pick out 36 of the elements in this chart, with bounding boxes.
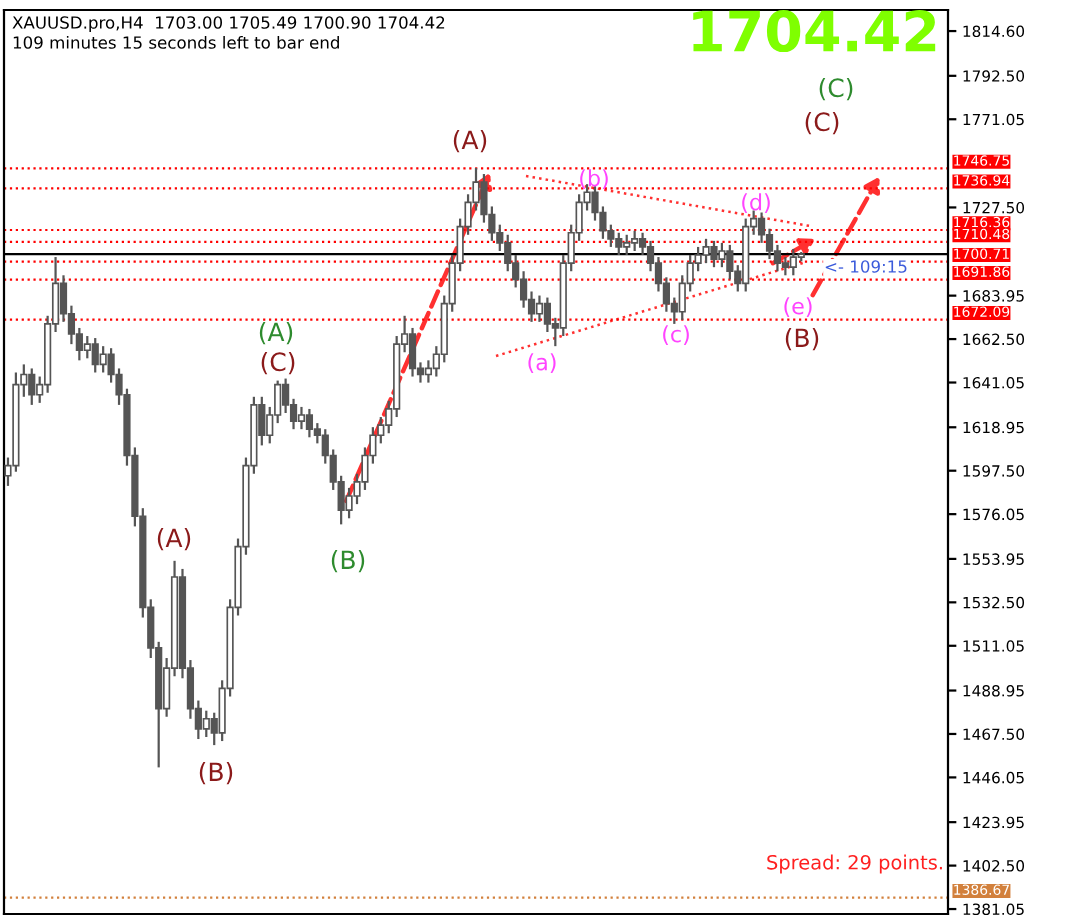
annotation: (C) <box>261 351 295 375</box>
candlestick <box>99 345 107 374</box>
candlestick <box>702 237 710 265</box>
annotation: (e) <box>784 297 812 318</box>
candlestick <box>83 334 91 360</box>
annotation: (a) <box>528 353 556 374</box>
annotation: (A) <box>453 129 487 153</box>
candlestick <box>615 231 623 257</box>
candlestick <box>305 407 314 439</box>
candlestick <box>91 336 99 374</box>
candlestick <box>297 405 306 431</box>
annotation: (d) <box>742 193 770 214</box>
candlestick <box>631 229 639 253</box>
annotation: (B) <box>331 549 365 573</box>
annotation: (A) <box>157 527 191 551</box>
candlestick <box>202 709 210 739</box>
annotation: (c) <box>663 325 689 346</box>
chart-title: 1704.42 <box>693 10 936 53</box>
candlestick <box>789 247 797 277</box>
annotation: (B) <box>785 327 819 351</box>
annotation: XAUUSD.pro,H4 1703.00 1705.49 1700.90 1704.42 <box>12 16 445 33</box>
annotation: <- 109:15 <box>825 260 907 273</box>
annotation: (b) <box>580 169 608 190</box>
candlestick <box>623 233 631 257</box>
annotation: Spread: 29 points. <box>767 854 942 874</box>
candlestick <box>28 367 36 406</box>
annotation: (A) <box>259 321 293 345</box>
candlestick <box>726 243 734 281</box>
candlestick <box>504 233 512 273</box>
annotation: (B) <box>199 761 233 785</box>
candlestick <box>718 241 726 269</box>
annotation: (C) <box>819 77 853 101</box>
candlestick <box>710 239 718 269</box>
annotation: (C) <box>805 111 839 135</box>
annotation: 109 minutes 15 seconds left to bar end <box>13 35 339 49</box>
candlestick <box>535 294 544 323</box>
